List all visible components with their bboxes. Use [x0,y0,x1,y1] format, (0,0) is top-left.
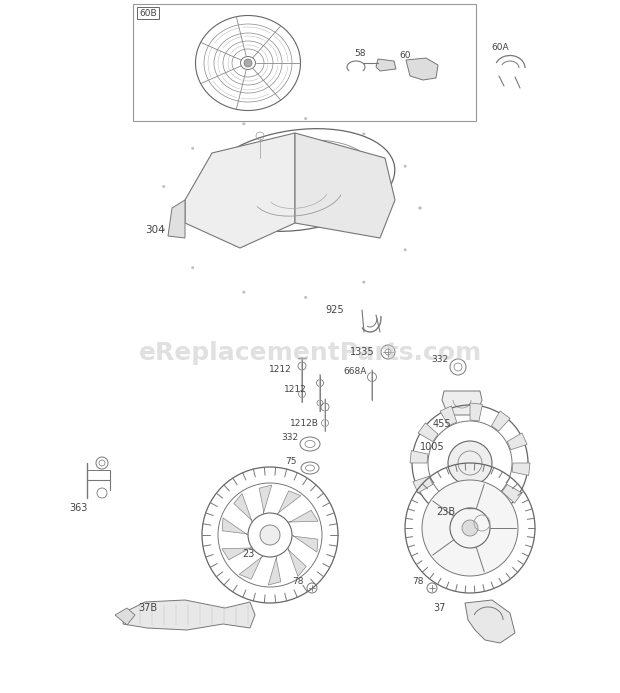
Text: 1212B: 1212B [290,419,319,428]
Polygon shape [239,556,264,579]
Text: 1005: 1005 [420,442,445,452]
Circle shape [418,207,421,209]
Text: 925: 925 [326,305,344,315]
Circle shape [242,123,245,125]
Text: 75: 75 [285,457,297,466]
Text: 363: 363 [69,503,87,513]
Text: 60: 60 [399,51,410,60]
Circle shape [260,525,280,545]
Circle shape [422,480,518,576]
Circle shape [162,185,165,188]
Circle shape [304,117,307,120]
Text: 332: 332 [281,434,299,443]
Polygon shape [483,500,500,520]
Text: 304: 304 [145,225,165,235]
Polygon shape [168,200,185,238]
Polygon shape [502,484,522,503]
Circle shape [192,147,194,150]
Polygon shape [442,391,482,415]
Polygon shape [222,518,248,535]
Polygon shape [234,493,252,522]
Polygon shape [507,433,527,450]
Text: eReplacementParts.com: eReplacementParts.com [138,341,482,365]
Circle shape [304,296,307,299]
Circle shape [162,228,165,231]
Text: 78: 78 [412,577,423,586]
Polygon shape [259,485,272,514]
Polygon shape [123,600,255,630]
Bar [137,7,159,19]
Polygon shape [458,505,470,523]
Text: 60B: 60B [139,8,157,17]
Polygon shape [406,58,438,80]
Text: 1335: 1335 [350,347,374,357]
Circle shape [244,59,252,67]
Polygon shape [185,133,295,248]
Circle shape [363,133,365,135]
Text: 60A: 60A [491,44,509,53]
Circle shape [192,267,194,269]
Polygon shape [295,133,395,238]
Polygon shape [512,463,530,475]
Bar [133,4,476,121]
Polygon shape [470,403,482,421]
Text: 37B: 37B [138,603,157,613]
Circle shape [404,165,406,168]
Polygon shape [430,495,448,515]
Text: 58: 58 [354,49,366,58]
Text: 78: 78 [292,577,304,586]
Polygon shape [465,600,515,643]
Polygon shape [376,59,396,71]
Text: 455: 455 [433,419,451,429]
Text: 332: 332 [432,356,448,365]
Polygon shape [410,450,428,463]
Text: 1212: 1212 [268,365,291,374]
Text: 668A: 668A [343,367,366,376]
Polygon shape [222,548,252,560]
Polygon shape [440,406,457,426]
Polygon shape [413,476,433,493]
Polygon shape [492,411,510,431]
Polygon shape [418,423,438,441]
Circle shape [363,281,365,283]
Polygon shape [292,535,318,552]
Circle shape [462,520,478,536]
Polygon shape [277,491,301,514]
Polygon shape [268,556,281,585]
Text: 1212: 1212 [283,385,306,394]
Text: 37: 37 [434,603,446,613]
Circle shape [418,207,421,209]
Circle shape [242,291,245,293]
Text: 23: 23 [242,549,254,559]
Polygon shape [115,608,135,625]
Text: 23B: 23B [436,507,456,517]
Circle shape [448,441,492,485]
Polygon shape [288,548,306,577]
Polygon shape [288,510,318,522]
Circle shape [404,249,406,251]
